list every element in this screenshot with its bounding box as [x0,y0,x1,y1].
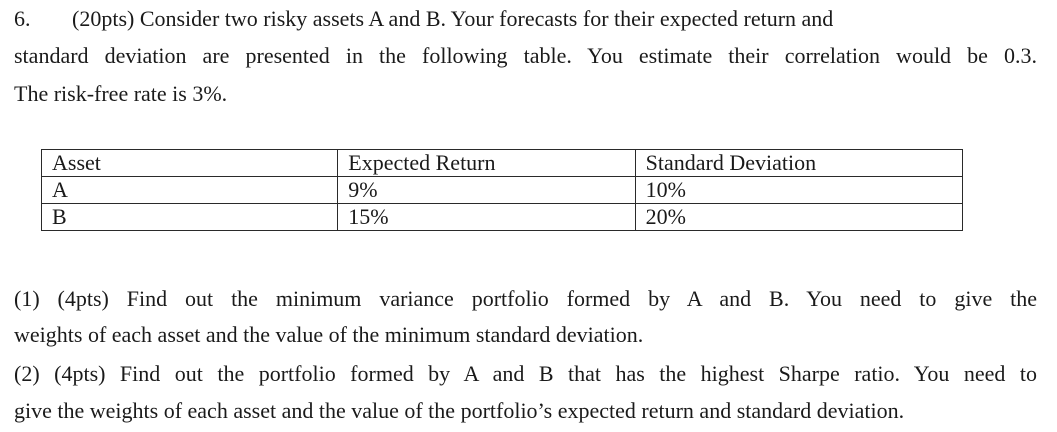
question-intro-line-2: standard deviation are presented in the … [14,43,1037,68]
table-cell-standard-deviation: 20% [634,203,964,231]
asset-forecast-table: Asset Expected Return Standard Deviation… [40,149,964,231]
table-cell-expected-return: 15% [337,203,636,231]
table-cell-standard-deviation: 10% [634,176,964,204]
table-header-expected-return: Expected Return [337,149,636,177]
question-intro-line-1: 6. (20pts) Consider two risky assets A an… [14,6,1037,32]
table-header-row: Asset Expected Return Standard Deviation [40,149,964,177]
question-number: 6. [14,6,31,31]
table-cell-asset: A [40,176,339,204]
table-header-standard-deviation: Standard Deviation [634,149,964,177]
table-header-asset: Asset [40,149,339,177]
table-row: A 9% 10% [40,176,964,204]
question-intro-text-1: (20pts) Consider two risky assets A and … [72,6,834,31]
part-2-line-1: (2) (4pts) Find out the portfolio formed… [14,361,1037,386]
table-cell-asset: B [40,203,339,231]
question-intro-line-3: The risk-free rate is 3%. [14,81,228,106]
part-1-line-2: weights of each asset and the value of t… [14,322,644,347]
part-1-line-1: (1) (4pts) Find out the minimum variance… [14,286,1037,311]
table-cell-expected-return: 9% [337,176,636,204]
table-row: B 15% 20% [40,203,964,231]
part-2-line-2: give the weights of each asset and the v… [14,398,905,423]
